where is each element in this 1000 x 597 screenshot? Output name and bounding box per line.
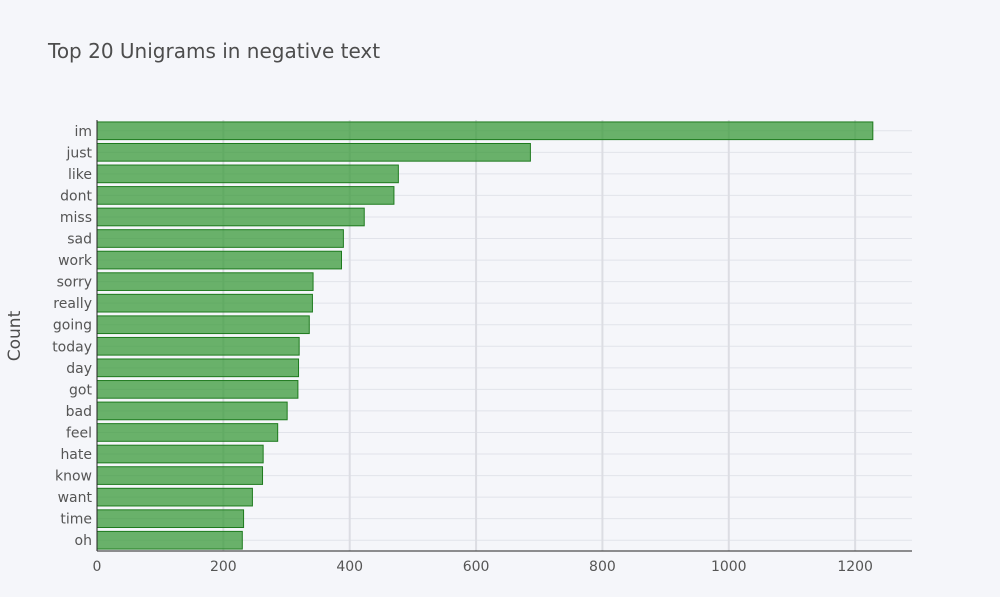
- y-tick-label: feel: [66, 425, 92, 441]
- bar: [96, 142, 531, 162]
- y-tick-label: going: [53, 318, 92, 334]
- x-tick-label: 400: [336, 559, 363, 575]
- bar: [96, 315, 310, 335]
- bar: [96, 444, 264, 464]
- y-tick-label: im: [74, 124, 92, 140]
- bar: [96, 293, 313, 313]
- bar: [96, 401, 288, 421]
- y-tick-label: really: [53, 296, 92, 312]
- bar: [96, 336, 300, 356]
- y-tick-label: sad: [67, 232, 92, 248]
- bar: [96, 229, 344, 248]
- y-axis-title: Count: [5, 310, 25, 361]
- y-tick-label: miss: [60, 210, 92, 226]
- y-tick-label: sorry: [57, 275, 92, 291]
- bar: [96, 358, 300, 378]
- y-tick-label: bad: [66, 404, 92, 420]
- x-tick-label: 0: [93, 559, 102, 575]
- y-tick-label: like: [68, 167, 92, 183]
- bars: [96, 121, 874, 550]
- y-tick-labels: im just like dont miss sad work sorry really goin…: [52, 124, 93, 549]
- bar: [96, 186, 395, 205]
- y-tick-label: day: [66, 361, 92, 377]
- bar: [96, 121, 874, 141]
- gridlines: [97, 120, 912, 551]
- y-tick-label: just: [65, 145, 92, 161]
- bar: [96, 530, 243, 550]
- y-tick-label: today: [52, 339, 92, 355]
- y-tick-label: got: [69, 382, 92, 398]
- y-tick-label: know: [55, 469, 92, 485]
- x-tick-labels: 0 200 400 600 800 1000 1200: [93, 559, 873, 575]
- y-tick-label: work: [58, 253, 93, 269]
- y-tick-label: dont: [60, 188, 92, 204]
- x-tick-label: 1000: [711, 559, 747, 575]
- bar: [96, 272, 314, 291]
- bar: [96, 250, 342, 270]
- bar: [96, 164, 399, 184]
- bar: [96, 466, 264, 485]
- y-tick-label: want: [58, 490, 93, 506]
- x-tick-label: 1200: [837, 559, 873, 575]
- bar: [96, 509, 245, 529]
- bar: [96, 380, 299, 399]
- y-tick-label: time: [60, 512, 92, 528]
- x-tick-label: 600: [463, 559, 490, 575]
- chart-title: Top 20 Unigrams in negative text: [47, 39, 380, 63]
- bar: [96, 207, 365, 227]
- x-tick-label: 800: [589, 559, 616, 575]
- bar: [96, 487, 253, 507]
- y-tick-label: oh: [75, 533, 92, 549]
- x-tick-label: 200: [210, 559, 237, 575]
- bar: [96, 423, 279, 442]
- y-tick-label: hate: [60, 447, 92, 463]
